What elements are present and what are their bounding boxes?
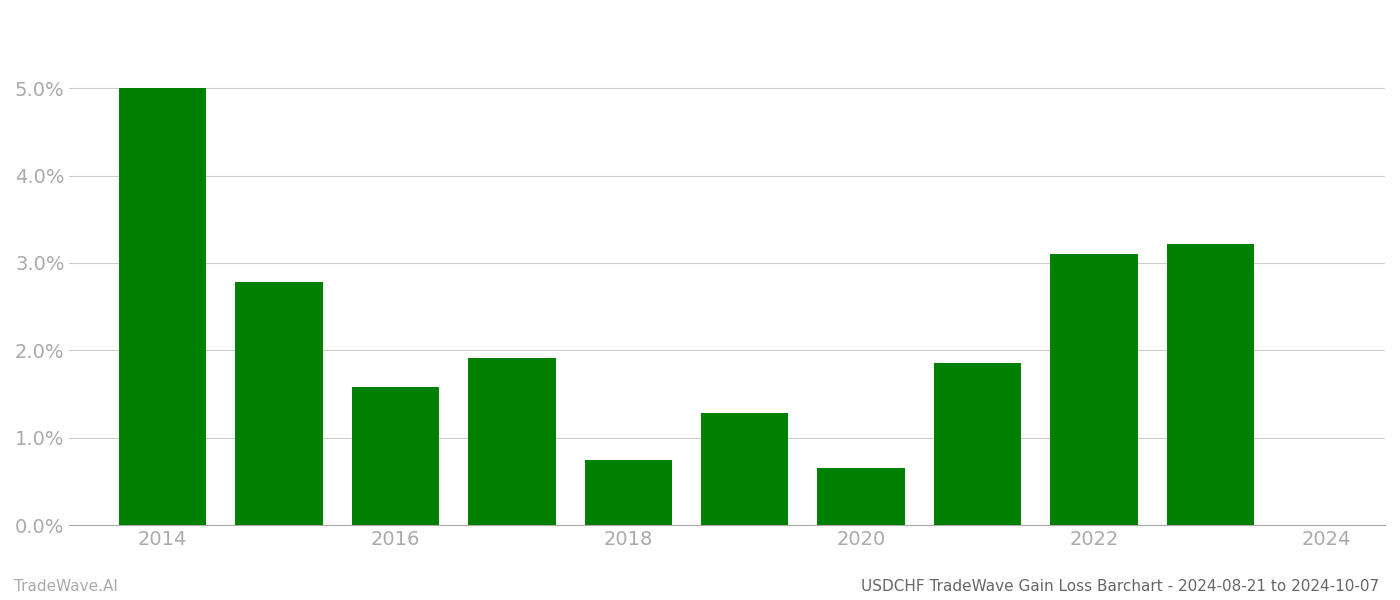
Text: USDCHF TradeWave Gain Loss Barchart - 2024-08-21 to 2024-10-07: USDCHF TradeWave Gain Loss Barchart - 20… xyxy=(861,579,1379,594)
Bar xyxy=(818,469,904,525)
Bar xyxy=(351,387,440,525)
Bar xyxy=(934,364,1021,525)
Bar xyxy=(701,413,788,525)
Bar xyxy=(585,460,672,525)
Bar xyxy=(119,88,206,525)
Bar xyxy=(1050,254,1138,525)
Text: TradeWave.AI: TradeWave.AI xyxy=(14,579,118,594)
Bar xyxy=(235,282,322,525)
Bar xyxy=(468,358,556,525)
Bar xyxy=(1166,244,1254,525)
